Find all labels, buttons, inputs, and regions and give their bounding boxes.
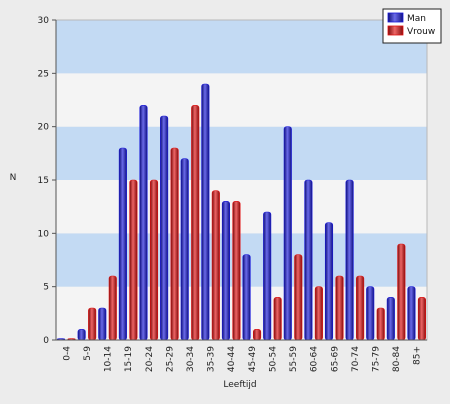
bar-vrouw-80-84 (397, 243, 406, 341)
plot-band (56, 286, 427, 340)
x-axis-label: Leeftijd (223, 380, 256, 390)
plot-band (56, 233, 427, 287)
x-tick-label: 35-39 (207, 346, 217, 372)
x-tick-label: 80-84 (392, 346, 402, 372)
bar-man-85+ (407, 286, 416, 341)
bar-vrouw-45-49 (253, 329, 262, 341)
bar-vrouw-40-44 (232, 201, 241, 341)
plot-band (56, 20, 427, 74)
plot-band (56, 126, 427, 180)
legend-swatch-man (387, 12, 404, 23)
bar-man-65-69 (324, 222, 334, 341)
bar-vrouw-65-69 (335, 275, 344, 341)
y-axis: 0 5 10 15 20 25 30 (38, 16, 57, 346)
bar-man-60-64 (304, 179, 313, 341)
x-tick-label: 75-79 (371, 346, 381, 372)
y-tick-label: 0 (43, 336, 49, 346)
bar-vrouw-5-9 (88, 307, 97, 341)
x-tick-label: 15-19 (124, 346, 134, 372)
y-tick-label: 10 (38, 229, 50, 239)
bar-man-5-9 (77, 329, 86, 341)
x-tick-label: 65-69 (330, 346, 340, 372)
x-tick-label: 0-4 (62, 346, 72, 361)
bar-vrouw-25-29 (170, 147, 179, 341)
bar-vrouw-20-24 (149, 179, 159, 341)
x-tick-label: 5-9 (83, 346, 93, 361)
y-axis-label: N (10, 173, 17, 183)
bar-man-25-29 (160, 115, 169, 341)
y-tick-label: 20 (38, 123, 50, 133)
bar-vrouw-55-59 (294, 254, 303, 341)
bar-man-35-39 (201, 83, 210, 341)
bar-vrouw-35-39 (211, 190, 220, 341)
y-tick-label: 5 (43, 283, 49, 293)
bar-man-45-49 (242, 254, 251, 341)
x-tick-label: 85+ (413, 346, 423, 365)
bar-vrouw-50-54 (273, 297, 282, 341)
legend: Man Vrouw (382, 8, 442, 44)
bar-man-70-74 (345, 179, 354, 341)
bar-vrouw-85+ (417, 297, 426, 341)
x-tick-label: 60-64 (310, 346, 320, 372)
bar-man-55-59 (283, 126, 292, 341)
x-tick-label: 40-44 (227, 346, 237, 372)
y-tick-label: 15 (38, 176, 49, 186)
x-tick-label: 30-34 (186, 346, 196, 372)
x-tick-label: 50-54 (268, 346, 278, 372)
x-tick-label: 45-49 (248, 346, 258, 372)
bar-vrouw-70-74 (356, 275, 365, 341)
x-tick-label: 10-14 (104, 346, 114, 372)
bar-man-75-79 (366, 286, 375, 341)
bar-vrouw-15-19 (129, 179, 138, 341)
bar-vrouw-75-79 (376, 307, 385, 341)
x-tick-label: 20-24 (145, 346, 155, 372)
plot-bands (55, 19, 428, 341)
bar-vrouw-30-34 (191, 105, 200, 341)
bar-man-50-54 (263, 211, 272, 341)
bar-vrouw-10-14 (108, 275, 117, 341)
bar-vrouw-60-64 (314, 286, 323, 341)
y-tick-label: 25 (38, 69, 49, 79)
x-tick-label: 55-59 (289, 346, 299, 372)
x-axis: 0-4 5-9 10-14 15-19 20-24 25-29 30-34 35-39 40-4… (56, 339, 427, 372)
bar-man-20-24 (139, 105, 148, 341)
x-tick-label: 25-29 (165, 346, 175, 372)
bar-man-30-34 (180, 158, 189, 341)
x-tick-label: 70-74 (351, 346, 361, 372)
legend-swatch-vrouw (387, 25, 404, 36)
legend-label-vrouw: Vrouw (407, 27, 435, 37)
plot-band (56, 73, 427, 127)
bar-man-40-44 (221, 201, 230, 341)
bar-man-80-84 (386, 297, 395, 341)
bar-man-10-14 (98, 307, 107, 341)
legend-label-man: Man (407, 14, 426, 24)
bar-man-15-19 (118, 147, 127, 341)
plot-band (56, 180, 427, 234)
y-tick-label: 30 (38, 16, 50, 26)
